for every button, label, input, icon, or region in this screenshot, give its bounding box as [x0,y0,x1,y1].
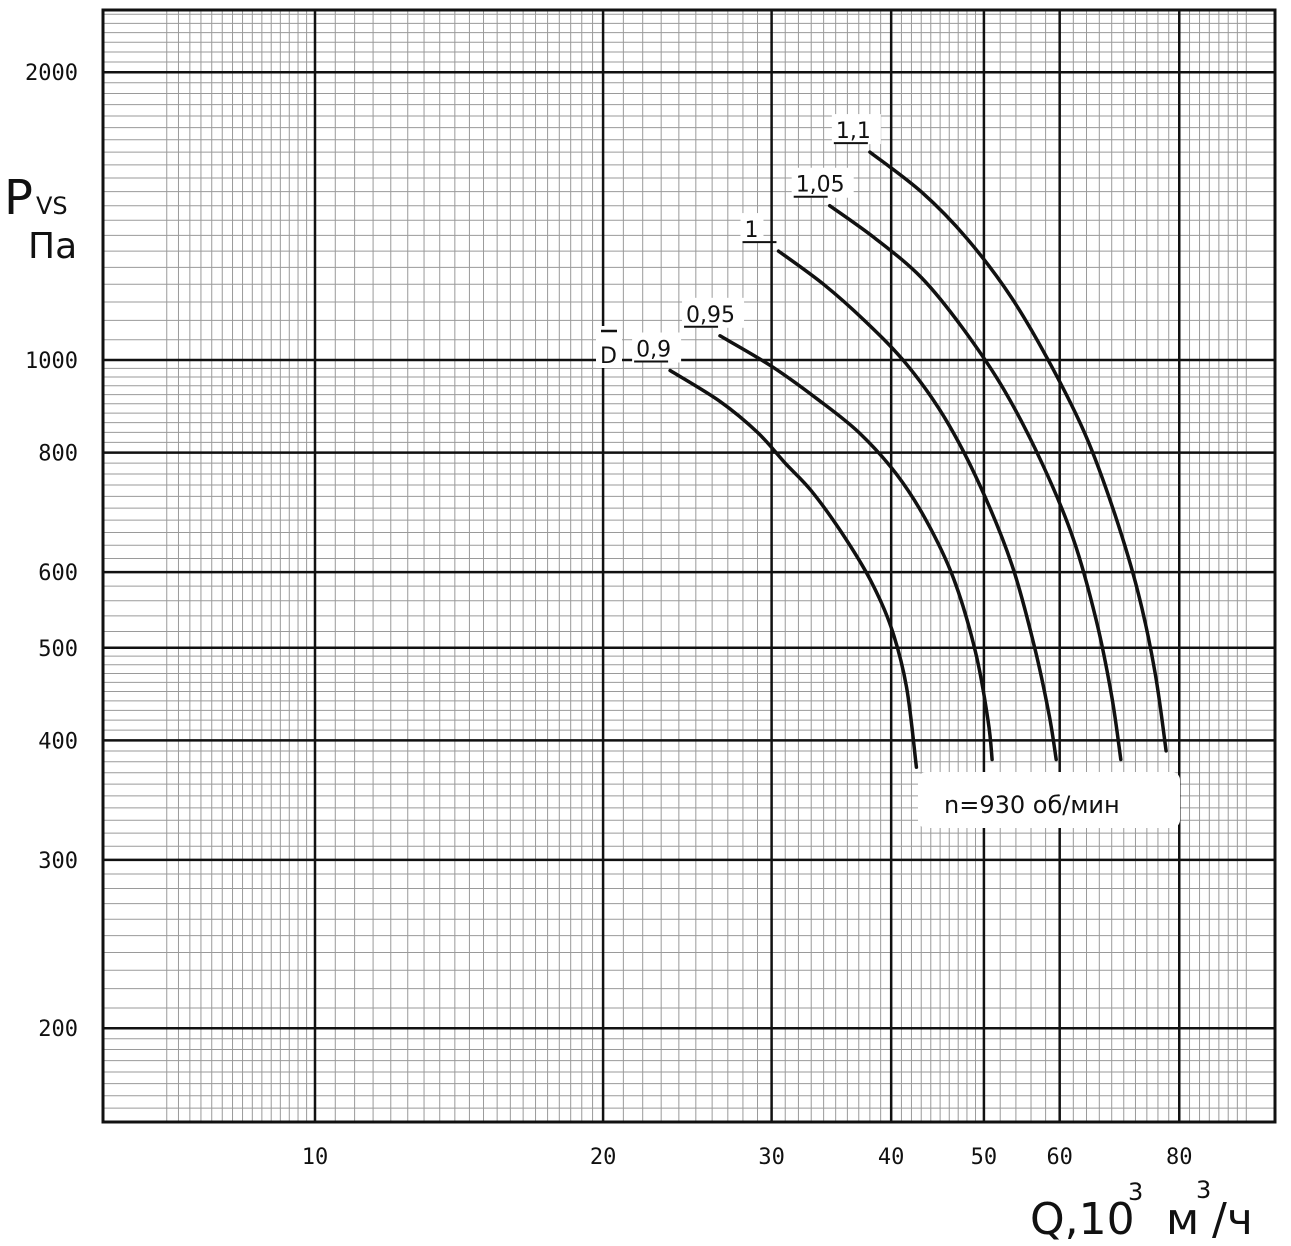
curve-label-1-1: 1,1 [836,119,871,144]
curve-label-1: 1 [744,218,758,243]
major-gridlines [103,10,1275,1122]
y-tick-label: 1000 [25,349,78,374]
y-tick-label: 2000 [25,61,78,86]
speed-annotation-bg [918,772,1180,828]
x-tick-label: 20 [590,1145,617,1170]
x-tick-label: 80 [1166,1145,1193,1170]
curve-label-1-05: 1,05 [796,173,845,198]
plot-frame [101,8,1277,1124]
y-axis-symbol: P [4,170,33,226]
y-tick-label: 400 [38,729,78,754]
x-axis-unit: м [1166,1194,1199,1245]
x-axis-quantity: Q,10 [1030,1194,1135,1245]
diameter-symbol-bg [596,326,622,368]
curve-d-1-1 [868,150,1168,753]
diameter-symbol: D [596,326,622,369]
y-axis-title: P VS Па [4,170,77,267]
x-tick-label: 10 [302,1145,329,1170]
x-tick-label: 30 [758,1145,785,1170]
y-tick-label: 600 [38,561,78,586]
y-axis-subscript: VS [36,192,68,220]
performance-curves [668,150,1168,769]
y-axis-unit: Па [28,226,77,267]
curve-label-bg [831,114,881,145]
curve-label-0-95: 0,95 [686,303,735,328]
x-axis-exponent: 3 [1128,1178,1143,1206]
curve-label-bg [740,213,764,244]
curve-label-bg [791,167,854,198]
speed-annotation: n=930 об/мин [918,772,1180,828]
x-tick-label: 50 [971,1145,998,1170]
y-tick-label: 300 [38,849,78,874]
curve-d-1 [776,249,1058,762]
speed-annotation-text: n=930 об/мин [944,791,1120,819]
y-tick-label: 500 [38,637,78,662]
diameter-symbol-text: D [600,344,617,369]
curve-labels: 0,9 0,95 1 1,05 1,1 [632,114,881,363]
x-tick-label: 40 [878,1145,905,1170]
x-axis-unit-rest: /ч [1212,1194,1253,1245]
curve-label-bg [632,332,682,363]
curve-label-bg [682,297,745,328]
x-tick-labels: 10 20 30 40 50 60 80 [302,1145,1193,1170]
curve-d-0-9 [668,368,919,769]
x-axis-unit-exponent: 3 [1196,1176,1211,1204]
x-tick-label: 60 [1046,1145,1073,1170]
curve-d-0-95 [718,334,994,762]
curve-label-0-9: 0,9 [636,338,671,363]
y-tick-label: 800 [38,442,78,467]
y-tick-labels: 2000 1000 800 600 500 400 300 200 [25,61,78,1042]
x-axis-title: Q,10 3 м 3 /ч [1030,1176,1253,1245]
curve-d-1-05 [827,203,1123,762]
y-tick-label: 200 [38,1017,78,1042]
